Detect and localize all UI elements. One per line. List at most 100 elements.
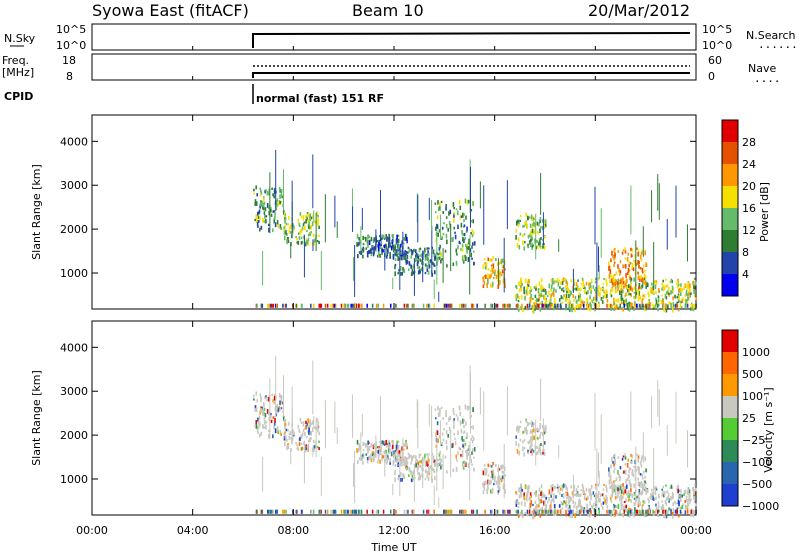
- velocity-cell: [693, 510, 696, 515]
- velocity-cell: [404, 462, 407, 467]
- power-cell: [602, 295, 605, 299]
- velocity-cell: [465, 450, 467, 453]
- power-cell: [638, 282, 641, 288]
- velocity-cell: [599, 497, 601, 503]
- power-ground-cell: [319, 303, 322, 308]
- power-cell: [263, 197, 265, 202]
- power-cell: [641, 284, 644, 288]
- power-cell: [449, 223, 452, 229]
- velocity-cell: [521, 488, 523, 492]
- power-cell: [298, 236, 301, 240]
- power-ground-cell: [407, 303, 409, 308]
- power-cell: [318, 241, 320, 245]
- velocity-cell: [376, 446, 379, 449]
- power-cell: [454, 231, 456, 234]
- velocity-cell: [279, 406, 282, 410]
- velocity-cell: [438, 435, 441, 439]
- power-cell: [527, 306, 529, 311]
- velocity-cell: [402, 473, 404, 476]
- velocity-cell: [357, 449, 359, 453]
- power-cell: [386, 238, 389, 242]
- velocity-colorbar-segment: [722, 330, 738, 352]
- power-cell: [460, 222, 463, 228]
- power-ytick-label: 4000: [60, 135, 88, 148]
- velocity-cell: [397, 440, 400, 444]
- velocity-cell: [486, 488, 488, 492]
- power-cell: [585, 291, 588, 295]
- power-cell: [637, 288, 640, 294]
- power-cell: [667, 286, 670, 292]
- velocity-cell: [415, 463, 418, 468]
- velocity-cell: [577, 493, 580, 496]
- velocity-cell: [316, 418, 319, 421]
- velocity-cell: [694, 483, 696, 486]
- velocity-cell: [284, 425, 286, 430]
- velocity-cell: [527, 490, 530, 493]
- power-cell: [515, 234, 517, 240]
- velocity-cell: [278, 406, 281, 410]
- power-cell: [661, 294, 663, 297]
- velocity-ground-cell: [528, 509, 531, 514]
- velocity-cell: [426, 470, 429, 475]
- power-cell: [500, 260, 503, 265]
- power-cell: [622, 281, 625, 285]
- power-cell: [372, 251, 375, 257]
- power-cell: [633, 259, 635, 263]
- velocity-ground-cell: [507, 509, 509, 514]
- velocity-cell: [520, 494, 522, 498]
- velocity-cell: [531, 429, 534, 435]
- velocity-ground-cell: [655, 509, 657, 514]
- velocity-cell: [627, 473, 630, 479]
- power-cell: [611, 304, 613, 309]
- power-cell: [622, 289, 624, 294]
- power-cell: [489, 283, 492, 288]
- velocity-cell: [278, 392, 281, 397]
- velocity-cell: [644, 487, 647, 492]
- velocity-cell: [493, 478, 496, 483]
- power-cell: [566, 281, 569, 286]
- power-cell: [570, 290, 572, 296]
- velocity-cell: [300, 447, 303, 451]
- velocity-cell: [613, 469, 615, 474]
- velocity-cell: [483, 464, 486, 467]
- velocity-cell: [617, 456, 620, 460]
- velocity-cell: [597, 507, 600, 510]
- power-cell: [313, 239, 316, 243]
- velocity-cell: [434, 461, 437, 467]
- power-cell: [493, 272, 496, 277]
- velocity-cell: [655, 486, 658, 490]
- power-cell: [595, 277, 597, 281]
- velocity-cell: [530, 441, 533, 446]
- velocity-cell: [645, 482, 647, 485]
- power-ground-cell: [449, 303, 451, 308]
- power-cell: [523, 289, 526, 295]
- velocity-ground-cell: [444, 509, 447, 514]
- velocity-cell: [540, 491, 542, 497]
- power-ground-cell: [502, 303, 504, 308]
- velocity-cell: [661, 488, 663, 491]
- velocity-cell: [627, 511, 629, 517]
- power-ylabel: Slant Range [km]: [30, 164, 43, 260]
- velocity-cell: [471, 439, 474, 444]
- power-cell: [295, 235, 297, 239]
- power-cell: [277, 224, 279, 229]
- power-cell: [686, 299, 689, 302]
- velocity-cell: [404, 442, 407, 448]
- velocity-ground-cell: [334, 509, 337, 514]
- velocity-cell: [260, 395, 262, 399]
- power-cell: [665, 308, 668, 313]
- velocity-cell: [524, 501, 526, 507]
- power-cell: [582, 280, 585, 285]
- velocity-cell: [532, 449, 535, 453]
- power-cell: [649, 289, 652, 294]
- velocity-cell: [545, 496, 548, 500]
- power-cell: [482, 264, 485, 270]
- power-cell: [424, 254, 427, 258]
- velocity-cell: [358, 445, 361, 451]
- power-cell: [589, 302, 591, 306]
- power-cell: [404, 250, 407, 253]
- velocity-cell: [561, 484, 564, 488]
- power-cell: [671, 307, 674, 313]
- power-cell: [403, 237, 405, 241]
- velocity-cell: [368, 456, 370, 461]
